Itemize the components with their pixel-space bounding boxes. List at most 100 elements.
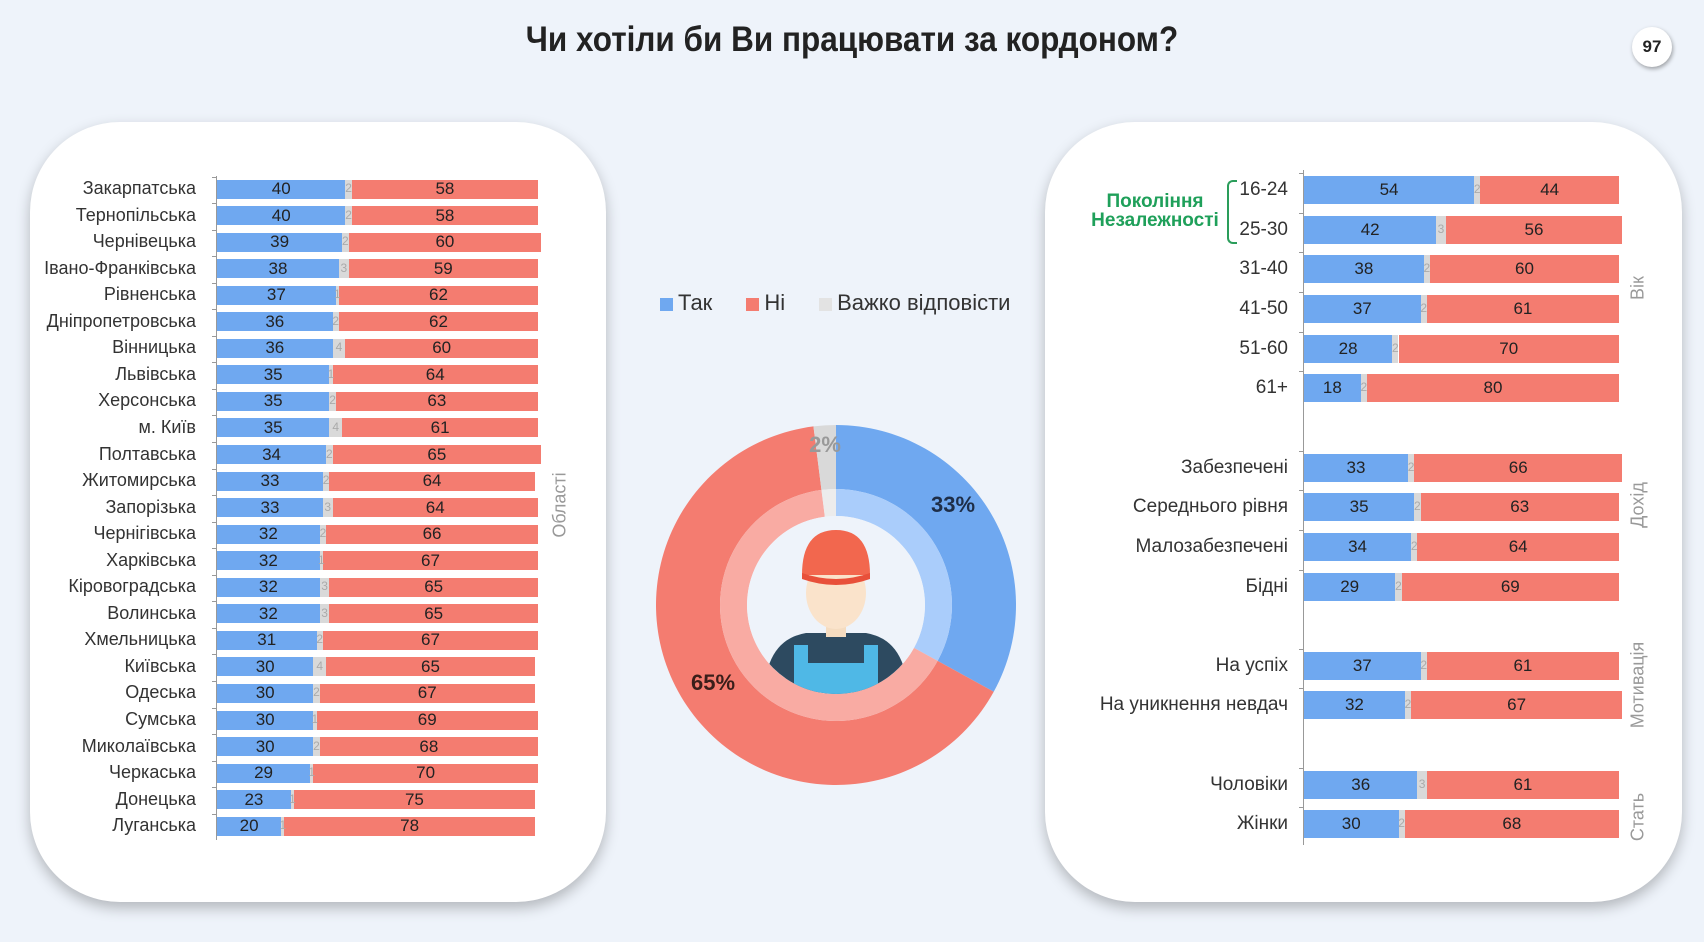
value-yes: 29 (1340, 576, 1360, 596)
category-label: 41-50 (1239, 297, 1288, 319)
bar-no (1417, 532, 1619, 561)
axis-tick (212, 813, 217, 815)
slice-yes-inner (836, 489, 952, 661)
bar-no (348, 259, 538, 279)
bar-yes (1304, 572, 1396, 601)
bar-no (329, 604, 538, 624)
value-dont-know: 1 (334, 287, 341, 302)
category-label: Чернівецька (92, 231, 196, 252)
value-dont-know: 2 (325, 446, 333, 461)
axis-tick (212, 787, 217, 789)
value-dont-know: 1 (311, 712, 319, 726)
value-dont-know: 2 (1398, 816, 1405, 831)
bar-no (332, 445, 542, 464)
legend-item-yes: Так (660, 290, 712, 316)
value-dont-know: 4 (332, 419, 340, 434)
bar-no (351, 206, 538, 226)
axis-tick (212, 442, 217, 443)
bar-dont-know (1411, 532, 1418, 561)
value-no: 44 (1540, 180, 1560, 199)
bar-no (1411, 691, 1623, 720)
axis-tick (1299, 371, 1304, 373)
value-dont-know: 2 (345, 207, 352, 222)
axis-tick (212, 203, 217, 205)
value-no: 69 (1500, 576, 1520, 596)
axis-tick (1299, 490, 1304, 492)
bar-no (1426, 651, 1619, 680)
slice-no-inner (720, 489, 938, 721)
value-no: 60 (432, 338, 452, 358)
legend-swatch-dont-know (819, 297, 833, 311)
bar-yes (217, 737, 314, 757)
axis-tick (212, 654, 217, 656)
category-label: Черкаська (109, 762, 196, 783)
value-no: 68 (1502, 814, 1522, 834)
group-label: Мотивація (1627, 641, 1648, 729)
bar-no (1401, 572, 1619, 601)
bar-no (284, 816, 535, 836)
bar-dont-know (319, 604, 330, 624)
bar-no (335, 391, 538, 411)
value-no: 70 (416, 763, 436, 783)
value-dont-know: 2 (322, 473, 330, 488)
category-label: Запорізька (105, 496, 196, 517)
value-dont-know: 1 (308, 765, 316, 780)
category-label: Луганська (112, 815, 196, 836)
bar-yes (217, 710, 314, 730)
value-yes: 23 (244, 789, 264, 809)
value-yes: 40 (271, 205, 291, 225)
axis-tick (1299, 529, 1304, 531)
axis-tick (1299, 767, 1304, 769)
group-label: Стать (1627, 792, 1648, 842)
value-no: 58 (435, 205, 455, 225)
axis-tick (212, 601, 217, 603)
bar-dont-know (1392, 334, 1399, 363)
bar-dont-know (313, 657, 327, 677)
axis-tick (212, 548, 217, 550)
bar-dont-know (335, 285, 339, 305)
axis-tick (212, 362, 217, 364)
value-yes: 35 (263, 364, 283, 384)
value-yes: 30 (255, 656, 275, 676)
value-no: 65 (420, 656, 440, 676)
bar-yes (1304, 810, 1399, 839)
bar-yes (217, 657, 314, 677)
axis-tick (1299, 450, 1304, 452)
axis-tick (1299, 648, 1304, 650)
bar-no (322, 630, 538, 650)
bar-dont-know (1474, 176, 1481, 204)
bar-dont-know (345, 206, 352, 226)
bar-yes (217, 445, 327, 464)
bar-no (332, 365, 538, 385)
category-label: 51-60 (1239, 337, 1288, 359)
category-label: Миколаївська (81, 735, 196, 756)
legend-item-no: Ні (746, 290, 785, 316)
value-yes: 35 (263, 391, 283, 411)
bar-dont-know (322, 471, 330, 491)
value-dont-know: 2 (1404, 697, 1412, 712)
value-no: 65 (427, 444, 447, 464)
value-dont-know: 1 (289, 791, 296, 806)
bar-yes (217, 683, 314, 703)
value-no: 62 (429, 311, 448, 331)
axis-tick (1299, 688, 1304, 690)
category-label: Одеська (125, 682, 196, 703)
bar-dont-know (281, 816, 285, 836)
generation-label: Покоління Незалежності (1091, 191, 1219, 231)
value-dont-know: 4 (316, 658, 324, 673)
value-yes: 54 (1379, 180, 1399, 199)
bar-yes (217, 391, 330, 411)
bar-dont-know (338, 259, 349, 279)
slice-yes-label: 33% (931, 492, 975, 517)
value-no: 66 (422, 524, 442, 544)
bar-dont-know (319, 577, 330, 597)
value-dont-know: 3 (324, 499, 332, 514)
axis-tick (212, 627, 217, 629)
value-dont-know: 2 (345, 181, 352, 195)
category-label: 31-40 (1239, 258, 1288, 280)
category-label: Жінки (1236, 813, 1288, 835)
bar-dont-know (1423, 255, 1430, 284)
legend-label-no: Ні (764, 290, 786, 315)
axis-tick (1299, 212, 1304, 214)
bar-dont-know (329, 418, 343, 438)
